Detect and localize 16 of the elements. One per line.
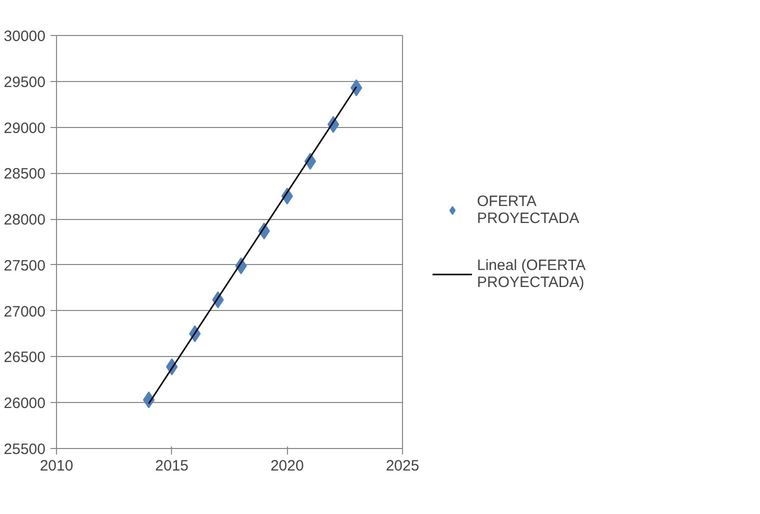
y-tick-label: 27500 bbox=[4, 257, 46, 274]
y-tick-label: 26500 bbox=[4, 349, 46, 366]
x-tick-label: 2020 bbox=[270, 458, 304, 474]
y-tick-label: 26000 bbox=[4, 395, 46, 412]
y-tick-label: 28000 bbox=[4, 212, 46, 229]
y-tick-label: 25500 bbox=[4, 441, 46, 458]
y-tick-label: 29500 bbox=[4, 74, 46, 91]
legend-label: OFERTA PROYECTADA bbox=[477, 192, 580, 226]
x-tick-label: 2025 bbox=[386, 458, 420, 474]
y-tick-label: 28500 bbox=[4, 166, 46, 183]
y-tick-label: 29000 bbox=[4, 120, 46, 137]
y-tick-label: 27000 bbox=[4, 303, 46, 320]
y-tick-label: 30000 bbox=[4, 28, 46, 45]
legend-label: Lineal (OFERTA PROYECTADA) bbox=[477, 256, 586, 290]
x-tick-label: 2015 bbox=[155, 458, 189, 474]
x-tick-label: 2010 bbox=[40, 458, 74, 474]
